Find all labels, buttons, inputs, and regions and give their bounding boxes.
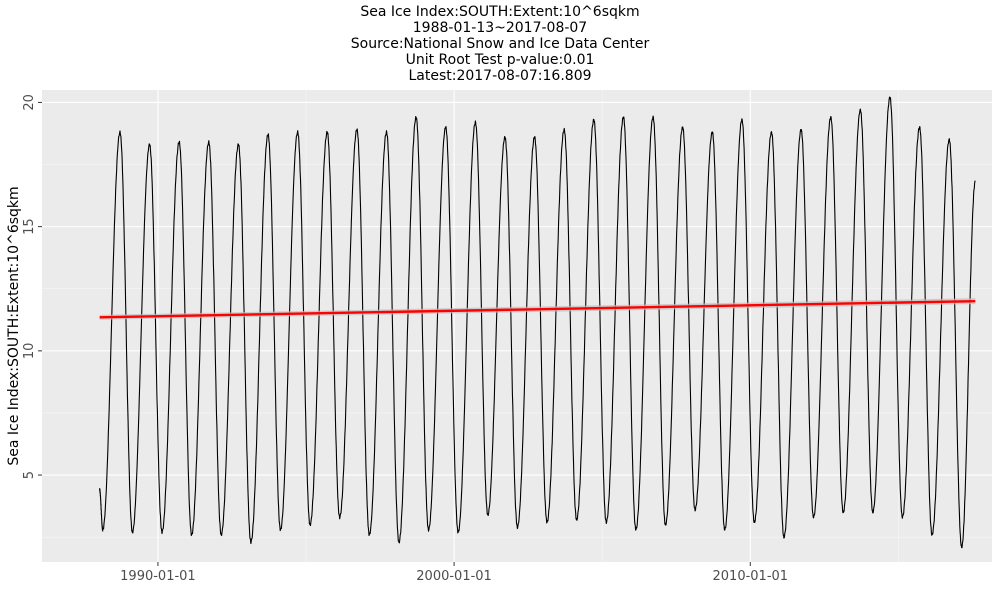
extent-extremum-point xyxy=(563,129,565,131)
extent-extremum-point xyxy=(487,514,489,516)
chart-title-line-4: Unit Root Test p-value:0.01 xyxy=(405,52,595,68)
extent-extremum-point xyxy=(724,529,726,531)
extent-extremum-point xyxy=(961,546,963,548)
extent-extremum-point xyxy=(770,131,773,133)
x-tick-label: 1990-01-01 xyxy=(120,569,196,584)
extent-extremum-point xyxy=(546,521,548,523)
extent-extremum-point xyxy=(326,131,328,133)
extent-extremum-point xyxy=(741,119,743,121)
extent-extremum-point xyxy=(102,529,104,531)
extent-extremum-point xyxy=(445,126,447,128)
extent-extremum-point xyxy=(533,136,536,138)
extent-extremum-point xyxy=(605,521,607,523)
extent-extremum-point xyxy=(635,529,637,531)
y-tick-label: 15 xyxy=(22,218,37,235)
extent-extremum-point xyxy=(237,144,240,146)
extent-extremum-point xyxy=(119,131,121,133)
extent-extremum-point xyxy=(309,524,311,526)
extent-extremum-point xyxy=(872,511,874,513)
extent-extremum-point xyxy=(250,541,252,543)
extent-extremum-point xyxy=(427,529,430,531)
extent-extremum-point xyxy=(267,134,269,136)
series-extent-line xyxy=(99,96,976,549)
extent-extremum-point xyxy=(516,526,519,528)
extent-extremum-point xyxy=(339,516,341,518)
extent-extremum-point xyxy=(220,534,222,536)
extent-extremum-point xyxy=(356,129,358,131)
chart-title-line-1: Sea Ice Index:SOUTH:Extent:10^6sqkm xyxy=(360,4,640,20)
extent-extremum-point xyxy=(783,536,785,538)
x-tick-label: 2010-01-01 xyxy=(713,569,789,584)
extent-extremum-point xyxy=(901,516,904,518)
extent-extremum-point xyxy=(931,534,933,536)
trend-line xyxy=(99,299,976,319)
extent-extremum-point xyxy=(575,519,578,521)
chart-title-line-3: Source:National Snow and Ice Data Center xyxy=(350,36,650,52)
extent-extremum-point xyxy=(664,524,667,526)
extent-extremum-point xyxy=(368,534,370,536)
extent-extremum-point xyxy=(178,141,180,143)
extent-extremum-point xyxy=(385,131,388,133)
extent-extremum-point xyxy=(800,129,802,131)
extent-extremum-point xyxy=(711,131,713,133)
y-tick-label: 20 xyxy=(22,94,37,111)
extent-extremum-point xyxy=(474,121,477,123)
extent-extremum-point xyxy=(161,531,163,533)
x-tick-label: 2000-01-01 xyxy=(416,569,492,584)
extent-extremum-point xyxy=(297,131,299,133)
extent-extremum-point xyxy=(131,531,134,533)
extent-extremum-point xyxy=(859,109,861,111)
chart-title-line-2: 1988-01-13~2017-08-07 xyxy=(412,20,588,36)
extent-extremum-point xyxy=(753,521,755,523)
extent-extremum-point xyxy=(682,126,684,128)
chart-title-line-5: Latest:2017-08-07:16.809 xyxy=(408,68,592,84)
extent-extremum-point xyxy=(842,511,844,513)
extent-extremum-point xyxy=(457,531,459,533)
extent-extremum-point xyxy=(398,541,400,543)
extent-extremum-point xyxy=(593,119,595,121)
extent-extremum-point xyxy=(504,136,506,138)
plot-panel xyxy=(42,90,992,562)
extent-extremum-point xyxy=(622,116,625,118)
extent-extremum-point xyxy=(812,516,815,518)
extent-extremum-point xyxy=(279,529,282,531)
extent-extremum-point xyxy=(830,116,832,118)
extent-extremum-point xyxy=(208,141,210,143)
extent-extremum-point xyxy=(948,139,950,141)
extent-extremum-point xyxy=(415,116,417,118)
extent-extremum-point xyxy=(889,96,891,99)
y-tick-label: 10 xyxy=(22,343,37,360)
extent-extremum-point xyxy=(149,144,151,146)
extent-extremum-point xyxy=(694,509,696,511)
y-tick-label: 5 xyxy=(22,471,37,479)
extent-extremum-point xyxy=(191,534,193,536)
extent-extremum-point xyxy=(652,116,654,118)
extent-extremum-point xyxy=(918,126,921,128)
